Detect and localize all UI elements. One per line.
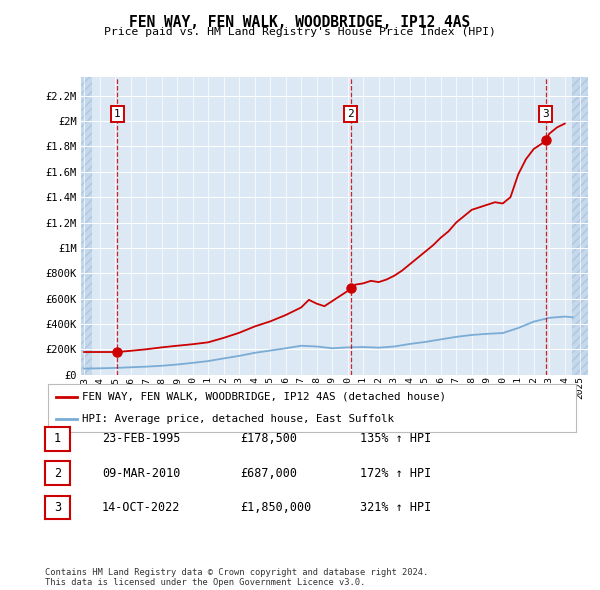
Text: 135% ↑ HPI: 135% ↑ HPI [360,432,431,445]
Text: FEN WAY, FEN WALK, WOODBRIDGE, IP12 4AS: FEN WAY, FEN WALK, WOODBRIDGE, IP12 4AS [130,15,470,30]
Text: 172% ↑ HPI: 172% ↑ HPI [360,467,431,480]
Text: 2: 2 [347,109,354,119]
Text: Price paid vs. HM Land Registry's House Price Index (HPI): Price paid vs. HM Land Registry's House … [104,27,496,37]
Text: £178,500: £178,500 [240,432,297,445]
Text: 14-OCT-2022: 14-OCT-2022 [102,501,181,514]
Text: Contains HM Land Registry data © Crown copyright and database right 2024.
This d: Contains HM Land Registry data © Crown c… [45,568,428,587]
Text: 1: 1 [54,432,61,445]
Bar [81,77,92,375]
Text: 09-MAR-2010: 09-MAR-2010 [102,467,181,480]
Text: 321% ↑ HPI: 321% ↑ HPI [360,501,431,514]
Text: HPI: Average price, detached house, East Suffolk: HPI: Average price, detached house, East… [82,414,394,424]
Text: 23-FEB-1995: 23-FEB-1995 [102,432,181,445]
Text: £1,850,000: £1,850,000 [240,501,311,514]
Bar [572,77,588,375]
Text: 1: 1 [114,109,121,119]
Text: 2: 2 [54,467,61,480]
Bar [81,77,92,375]
Text: £687,000: £687,000 [240,467,297,480]
Text: FEN WAY, FEN WALK, WOODBRIDGE, IP12 4AS (detached house): FEN WAY, FEN WALK, WOODBRIDGE, IP12 4AS … [82,392,446,402]
Text: 3: 3 [542,109,550,119]
Text: 3: 3 [54,501,61,514]
Bar [572,77,588,375]
